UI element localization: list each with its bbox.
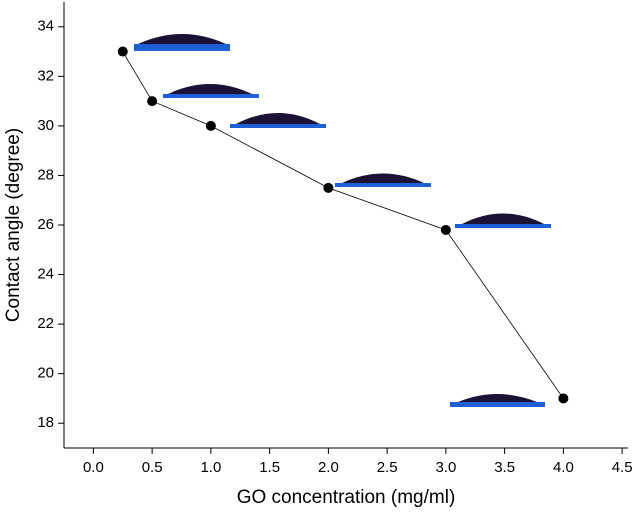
x-tick-label: 2.0 [318, 459, 339, 476]
data-point [558, 393, 569, 404]
y-tick-label: 20 [37, 365, 54, 382]
droplet [134, 34, 230, 51]
data-point [323, 182, 334, 193]
droplet [163, 84, 259, 98]
x-tick-label: 4.0 [553, 459, 574, 476]
data-point [440, 224, 451, 235]
series-line [122, 51, 564, 399]
droplet [335, 173, 431, 187]
data-point [147, 96, 158, 107]
x-axis-title: GO concentration (mg/ml) [237, 487, 456, 508]
y-tick-label: 34 [37, 18, 54, 35]
droplet-images [134, 34, 551, 407]
x-tick-label: 1.5 [259, 459, 280, 476]
x-tick-label: 3.5 [494, 459, 515, 476]
x-tick-label: 0.0 [83, 459, 104, 476]
x-tick-label: 0.5 [142, 459, 163, 476]
droplet [455, 213, 551, 228]
y-tick-label: 28 [37, 166, 54, 183]
data-point [117, 46, 128, 57]
y-tick-label: 30 [37, 117, 54, 134]
x-tick-label: 1.0 [200, 459, 221, 476]
data-point [205, 120, 216, 131]
droplet [450, 394, 545, 407]
y-tick-label: 32 [37, 67, 54, 84]
y-tick-label: 24 [37, 266, 54, 283]
y-axis-title: Contact angle (degree) [3, 128, 24, 322]
y-tick-label: 18 [37, 414, 54, 431]
y-tick-label: 26 [37, 216, 54, 233]
x-tick-label: 4.5 [612, 459, 632, 476]
x-tick-label: 3.0 [435, 459, 456, 476]
y-tick-label: 22 [37, 315, 54, 332]
droplet [230, 113, 326, 128]
x-tick-label: 2.5 [377, 459, 398, 476]
